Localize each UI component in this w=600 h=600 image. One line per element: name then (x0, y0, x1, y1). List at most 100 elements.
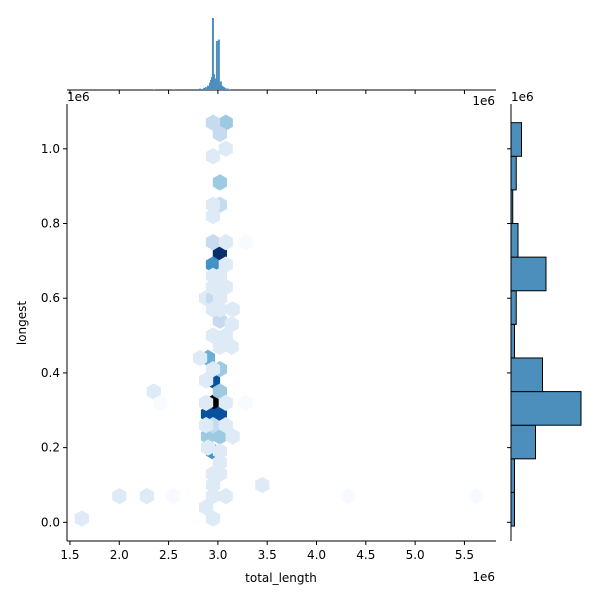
right-marginal-bar (510, 122, 522, 157)
y-tick-label: 0.0 (41, 515, 60, 529)
hexbin-cell (255, 476, 270, 494)
top-marginal-bar (203, 87, 206, 90)
hexbin-cell (212, 465, 227, 482)
hexbin-cell (205, 256, 221, 273)
right-marginal-bar (510, 189, 514, 225)
right-marginal-bars (510, 122, 582, 527)
hexbin-cell (205, 327, 221, 344)
top-marginal-bar (228, 89, 231, 90)
hexbin-cells (74, 114, 484, 527)
y-tick-label: 0.8 (41, 217, 60, 231)
hexbin-cell (218, 234, 233, 251)
hexbin-cell (205, 476, 221, 494)
hexbin-cell (225, 428, 240, 445)
hexbin-cell (205, 148, 221, 165)
hexbin-cell (224, 338, 239, 355)
right-marginal-bar (510, 323, 515, 359)
right-marginal-offset-label: 1e6 (511, 90, 534, 104)
x-tick-label: 5.5 (455, 548, 474, 562)
hexbin-cell (212, 428, 227, 445)
top-marginal-bar (152, 89, 155, 90)
y-axis-label: longest (15, 301, 29, 346)
right-marginal-bar (510, 458, 515, 493)
hexbin-cell (212, 301, 227, 318)
top-marginal-bar (207, 85, 210, 90)
hexbin-cell (469, 488, 484, 505)
hexbin-cell (212, 312, 227, 329)
x-offset-label: 1e6 (472, 570, 495, 584)
hexbin-cell (199, 417, 214, 434)
x-tick-label: 3.0 (208, 548, 227, 562)
hexbin-cell (205, 267, 221, 284)
y-tick-label: 0.6 (41, 291, 60, 305)
hexbin-cell (218, 114, 233, 131)
right-marginal-ticks (507, 148, 511, 523)
x-tick-label: 2.0 (110, 548, 129, 562)
hexbin-cell (199, 394, 214, 411)
top-marginal-bar (211, 18, 214, 90)
hexbin-cell (205, 196, 221, 213)
hexbin-cell (166, 488, 181, 505)
y-ticks: 0.0 0.2 0.4 0.6 0.8 1.0 (41, 142, 67, 529)
right-marginal-bar (510, 223, 519, 258)
hexbin-cell (199, 372, 214, 389)
x-axis-label: total_length (245, 571, 317, 585)
x-tick-label: 2.5 (159, 548, 178, 562)
top-marginal-bar (215, 41, 218, 90)
hexbin-cell (218, 488, 233, 505)
top-marginal-bar (226, 88, 229, 90)
hexbin-cell (238, 234, 253, 251)
hexbin-cell (218, 394, 233, 411)
right-marginal-bar (510, 357, 543, 393)
hexbin-cell (225, 301, 240, 318)
right-marginal-bar (510, 391, 582, 426)
hexbin-cell (146, 383, 161, 400)
hexbin-cell (153, 394, 168, 411)
hexbin-cell (199, 499, 214, 516)
y-tick-label: 0.4 (41, 366, 60, 380)
hexbin-cell (218, 327, 233, 344)
hexbin-cell (205, 234, 221, 251)
hexbin-cell (205, 278, 221, 296)
hexbin-cell (212, 383, 227, 400)
hexbin-cell (200, 439, 216, 456)
right-marginal-bar (510, 155, 517, 191)
hexbin-cell (205, 207, 221, 225)
hexbin-cell (212, 338, 227, 355)
hexbin-cell (205, 510, 221, 527)
x-tick-label: 3.5 (258, 548, 277, 562)
hexbin-cell (212, 245, 227, 262)
hexbin-cell (218, 140, 233, 157)
x-tick-label: 5.0 (406, 548, 425, 562)
hexbin-cell (218, 417, 233, 434)
right-marginal-bar (510, 491, 515, 527)
top-marginal-bar (199, 88, 202, 90)
x-tick-label: 4.5 (356, 548, 375, 562)
hexbin-cell (218, 278, 233, 296)
hexbin-cell (205, 488, 221, 505)
hexbin-cell (112, 488, 127, 505)
hexbin-cell (205, 361, 221, 378)
hexbin-cell (212, 290, 227, 307)
top-marginal-histogram: 1e6 (67, 18, 496, 108)
y-tick-label: 0.2 (41, 441, 60, 455)
hexbin-cell (212, 454, 227, 471)
hexbin-cell (205, 114, 221, 131)
right-marginal-bar (510, 424, 536, 460)
top-marginal-bars (152, 18, 231, 90)
top-marginal-offset-label: 1e6 (472, 94, 495, 108)
hexbin-cell (238, 394, 253, 411)
right-marginal-bar (510, 290, 517, 325)
x-ticks: 1.5 2.0 2.5 3.0 3.5 4.0 4.5 5.0 5.5 (60, 541, 474, 562)
top-marginal-bar (205, 87, 208, 90)
hexbin-cell (218, 256, 233, 273)
hexbin-cell (212, 405, 227, 423)
x-tick-label: 1.5 (60, 548, 79, 562)
top-marginal-bar (217, 39, 220, 90)
y-offset-label: 1e6 (67, 90, 90, 104)
x-tick-label: 4.0 (307, 548, 326, 562)
hexbin-cell (193, 349, 208, 367)
hexbin-cell (212, 174, 227, 191)
hexbin-cell (341, 488, 356, 505)
